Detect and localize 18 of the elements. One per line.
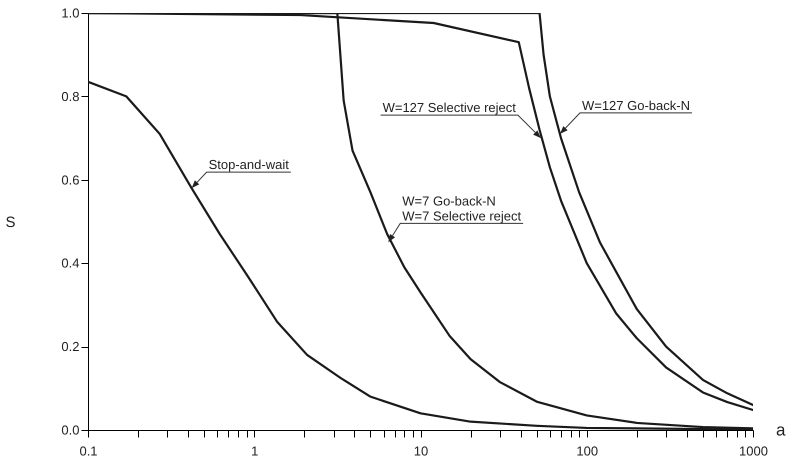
- x-tick-label: 1: [251, 444, 258, 458]
- x-tick-label: 10: [414, 444, 428, 458]
- x-axis-title: a: [776, 420, 786, 440]
- y-tick-label: 0.8: [61, 88, 80, 104]
- y-axis-title: S: [5, 214, 16, 231]
- y-tick-label: 0.2: [61, 339, 80, 354]
- annotation: W=127 Selective reject: [382, 100, 516, 116]
- annotation: W=127 Go-back-N: [582, 98, 690, 113]
- y-tick-label: 0.6: [61, 172, 80, 188]
- y-tick-label: 0.0: [61, 422, 80, 438]
- annotation: Stop-and-wait: [208, 157, 290, 172]
- y-tick-label: 0.4: [61, 256, 80, 271]
- x-tick-label: 100: [576, 444, 598, 458]
- x-tick-label: 0.1: [79, 444, 98, 458]
- annotation: W=7 Selective reject: [402, 208, 522, 224]
- x-tick-label: 1000: [739, 444, 768, 458]
- y-tick-label: 1.0: [61, 6, 80, 20]
- annotation: W=7 Go-back-N: [402, 193, 496, 208]
